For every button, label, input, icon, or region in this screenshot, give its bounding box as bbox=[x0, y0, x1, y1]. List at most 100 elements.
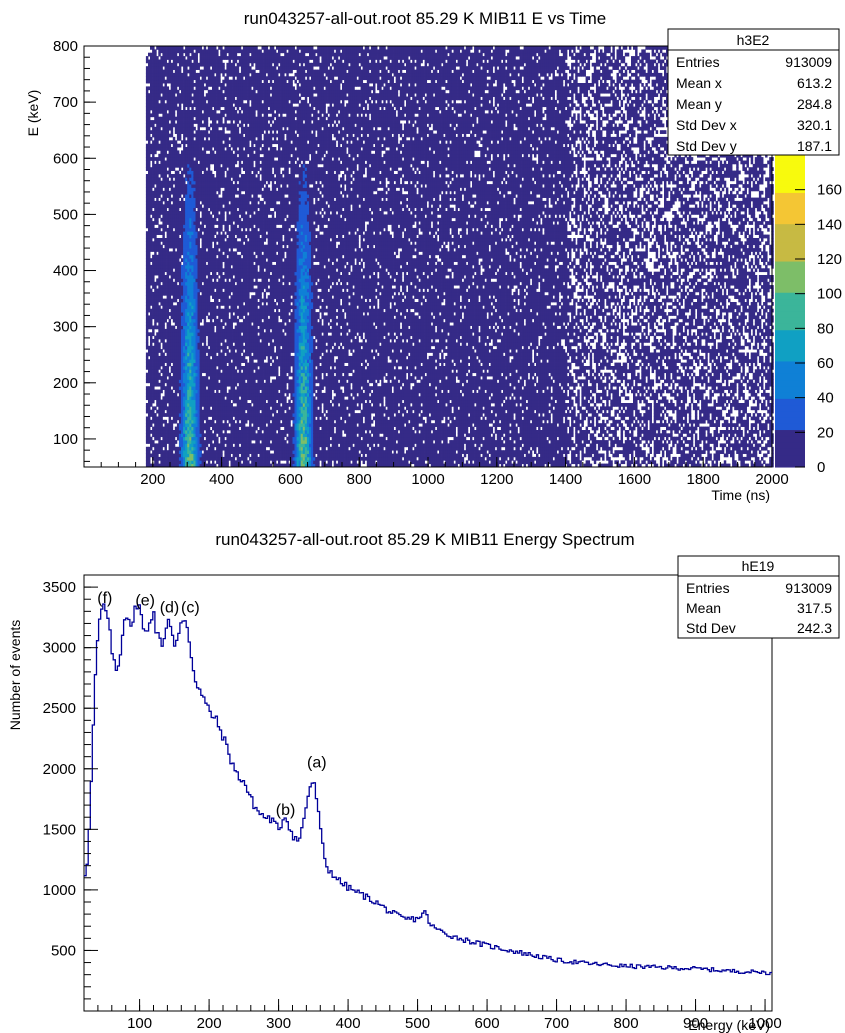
heatmap-cell bbox=[205, 133, 209, 138]
heatmap-cell bbox=[166, 62, 170, 67]
heatmap-cell bbox=[205, 362, 209, 367]
heatmap-cell bbox=[174, 285, 178, 289]
heatmap-cell bbox=[164, 423, 167, 427]
heatmap-cell bbox=[201, 379, 205, 384]
heatmap-cell bbox=[209, 463, 213, 468]
heatmap-cell bbox=[199, 163, 203, 168]
heatmap-cell bbox=[181, 450, 184, 454]
heatmap-cell bbox=[160, 261, 163, 266]
heatmap-cell bbox=[230, 110, 233, 114]
heatmap-cell bbox=[228, 69, 231, 74]
heatmap-cell bbox=[162, 369, 165, 374]
heatmap-cell bbox=[154, 221, 157, 225]
heatmap-cell bbox=[162, 312, 165, 316]
heatmap-cell bbox=[232, 52, 236, 57]
heatmap-cell bbox=[168, 285, 172, 289]
heatmap-cell bbox=[170, 315, 174, 320]
heatmap-cell bbox=[201, 359, 205, 363]
heatmap-cell bbox=[152, 396, 155, 401]
heatmap-cell bbox=[160, 244, 163, 249]
heatmap-cell bbox=[216, 93, 219, 97]
heatmap-cell bbox=[218, 93, 221, 97]
heatmap-cell bbox=[183, 123, 186, 128]
heatmap-cell bbox=[162, 450, 165, 454]
heatmap-cell bbox=[193, 315, 196, 320]
heatmap-cell bbox=[181, 355, 184, 360]
heatmap-cell bbox=[168, 106, 172, 111]
heatmap-cell bbox=[152, 93, 155, 97]
heatmap-cell bbox=[145, 409, 149, 414]
heatmap-cell bbox=[185, 133, 188, 138]
heatmap-cell bbox=[199, 52, 203, 57]
heatmap-cell bbox=[148, 163, 151, 168]
heatmap-cell bbox=[222, 190, 225, 195]
heatmap-cell bbox=[216, 426, 219, 431]
heatmap-cell bbox=[236, 312, 240, 316]
heatmap-cell bbox=[185, 453, 188, 458]
heatmap-cell bbox=[216, 416, 219, 421]
heatmap-cell bbox=[187, 190, 190, 195]
heatmap-cell bbox=[172, 244, 176, 249]
heatmap-cell bbox=[176, 450, 180, 454]
heatmap-cell bbox=[214, 211, 217, 215]
heatmap-cell bbox=[209, 244, 213, 249]
heatmap-cell bbox=[201, 443, 205, 448]
heatmap-cell bbox=[164, 136, 167, 141]
heatmap-cell bbox=[222, 234, 225, 239]
heatmap-cell bbox=[224, 136, 227, 141]
heatmap-cell bbox=[189, 423, 192, 427]
heatmap-cell bbox=[178, 76, 182, 81]
heatmap-cell bbox=[150, 419, 153, 424]
heatmap-cell bbox=[172, 163, 176, 168]
heatmap-cell bbox=[199, 46, 203, 50]
heatmap-cell bbox=[160, 302, 163, 306]
heatmap-cell bbox=[156, 258, 159, 262]
heatmap-cell bbox=[156, 423, 159, 427]
heatmap-cell bbox=[195, 312, 198, 316]
heatmap-cell bbox=[152, 305, 155, 310]
heatmap-cell bbox=[164, 254, 167, 259]
heatmap-cell bbox=[232, 419, 236, 424]
heatmap-cell bbox=[154, 167, 157, 171]
heatmap-cell bbox=[158, 83, 161, 87]
heatmap-cell bbox=[205, 298, 209, 303]
heatmap-cell bbox=[212, 426, 215, 431]
heatmap-cell bbox=[193, 335, 196, 340]
heatmap-cell bbox=[197, 207, 200, 212]
heatmap-cell bbox=[170, 62, 174, 67]
heatmap-cell bbox=[218, 456, 221, 461]
heatmap-cell bbox=[214, 312, 217, 316]
heatmap-cell bbox=[236, 419, 240, 424]
heatmap-cell bbox=[195, 322, 198, 326]
heatmap-cell bbox=[226, 113, 229, 118]
heatmap-cell bbox=[156, 318, 159, 323]
heatmap-cell bbox=[181, 430, 184, 434]
heatmap-cell bbox=[154, 450, 157, 454]
heatmap-cell bbox=[191, 224, 194, 229]
heatmap-cell bbox=[236, 399, 240, 404]
heatmap-cell bbox=[178, 332, 182, 337]
heatmap-cell bbox=[195, 72, 198, 77]
heatmap-cell bbox=[214, 160, 217, 165]
heatmap-cell bbox=[193, 197, 196, 202]
heatmap-cell bbox=[199, 456, 203, 461]
heatmap-cell bbox=[176, 349, 180, 353]
heatmap-cell bbox=[187, 450, 190, 454]
heatmap-cell bbox=[216, 76, 219, 81]
heatmap-chart: run043257-all-out.root 85.29 K MIB11 E v… bbox=[25, 9, 842, 503]
heatmap-cell bbox=[218, 328, 221, 333]
heatmap-cell bbox=[148, 271, 151, 276]
heatmap-cell bbox=[160, 231, 163, 235]
heatmap-cell bbox=[170, 217, 174, 222]
heatmap-cell bbox=[193, 345, 196, 350]
heatmap-cell bbox=[218, 157, 221, 161]
heatmap-cell bbox=[152, 234, 155, 239]
heatmap-cell bbox=[152, 103, 155, 108]
heatmap-cell bbox=[150, 103, 153, 108]
heatmap-cell bbox=[214, 93, 217, 97]
heatmap-cell bbox=[209, 450, 213, 454]
heatmap-cell bbox=[145, 328, 149, 333]
heatmap-cell bbox=[170, 446, 174, 451]
heatmap-cell bbox=[195, 423, 198, 427]
heatmap-cell bbox=[185, 366, 188, 370]
